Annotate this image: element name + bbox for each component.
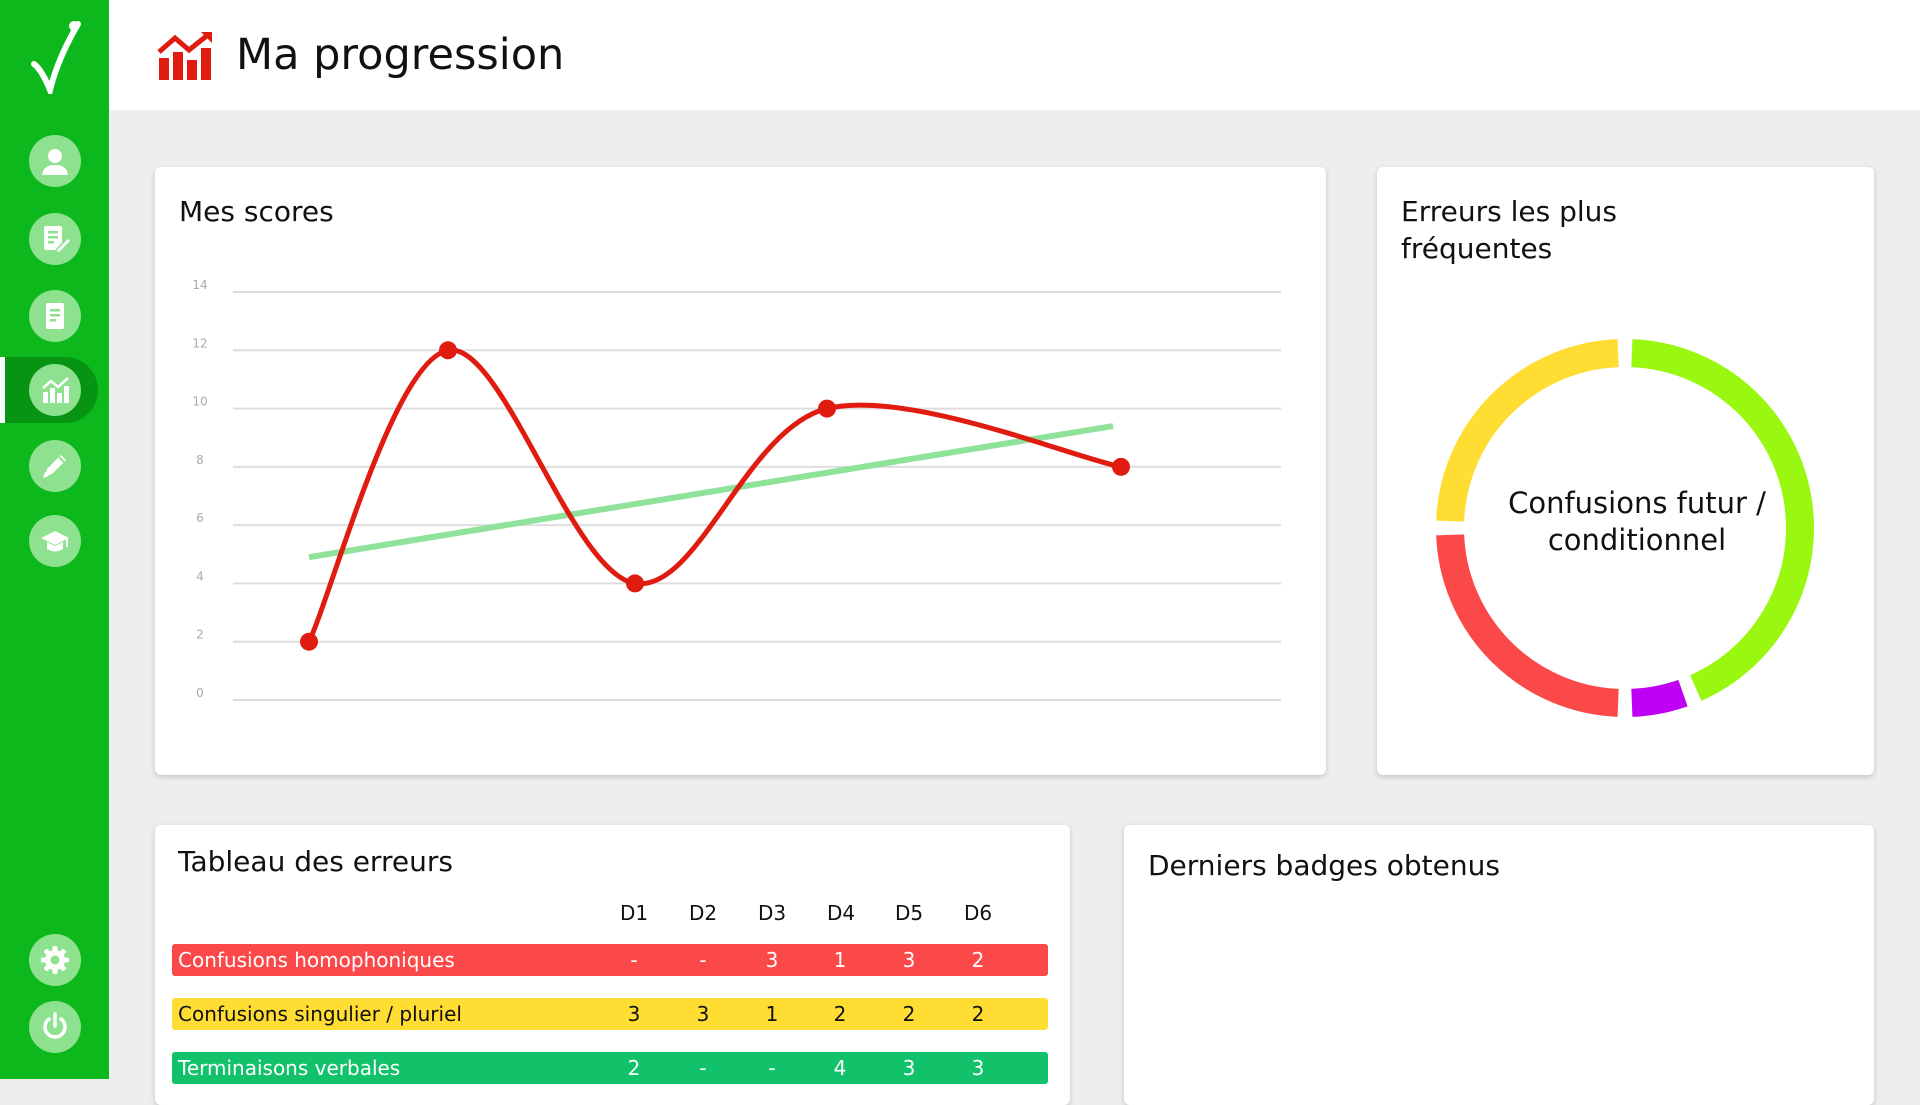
scores-line-chart: 0 2 4 6 8 10 12 14 [192,278,1281,701]
table-cell: 3 [765,948,779,972]
table-cell: 3 [971,1056,985,1080]
scores-card: Mes scores 0 2 4 6 8 10 12 14 [155,167,1326,775]
y-tick-label: 14 [192,278,207,292]
sidebar-item-settings[interactable] [29,934,81,986]
y-tick-label: 0 [196,686,204,700]
pencil-icon [43,455,66,478]
page-header: Ma progression [109,0,1920,110]
table-row: Confusions singulier / pluriel 3 3 1 2 2… [172,998,1048,1030]
table-cell: 2 [971,948,985,972]
column-header-d4: D4 [826,901,856,925]
document-icon [46,303,64,329]
table-cell: - [699,1056,707,1080]
gear-icon [41,946,69,974]
row-label: Confusions singulier / pluriel [178,1002,462,1026]
frequent-errors-donut-chart [1436,339,1814,717]
table-cell: 1 [765,1002,779,1026]
sidebar [0,0,109,1079]
table-cell: - [768,1056,776,1080]
sidebar-item-tools[interactable] [29,440,81,492]
column-header-d3: D3 [757,901,787,925]
table-cell: 3 [902,948,916,972]
row-label: Confusions homophoniques [178,948,455,972]
badges-card: Derniers badges obtenus [1124,825,1874,1105]
score-series-line [306,347,1122,643]
table-cell: 2 [627,1056,641,1080]
column-header-d5: D5 [894,901,924,925]
edit-document-icon [44,226,71,255]
column-header-d6: D6 [963,901,993,925]
badges-title: Derniers badges obtenus [1148,849,1500,882]
donut-slice [1630,679,1688,717]
table-cell: 3 [902,1056,916,1080]
progression-chart-icon [157,32,212,80]
table-cell: - [699,948,707,972]
table-row: Terminaisons verbales 2 - - 4 3 3 [172,1052,1048,1084]
trend-line [308,423,1114,561]
score-point [1112,457,1130,476]
graduation-cap-icon [41,531,69,552]
score-point [439,341,457,360]
sidebar-item-courses[interactable] [29,515,81,567]
error-table-header: D1 D2 D3 D4 D5 D6 [155,901,1070,931]
y-tick-label: 2 [196,628,204,642]
y-tick-label: 6 [196,511,204,525]
table-cell: 3 [627,1002,641,1026]
score-point [626,574,644,593]
table-cell: - [630,948,638,972]
donut-center-label: Confusions futur / conditionnel [1508,486,1766,557]
table-row: Confusions homophoniques - - 3 1 3 2 [172,944,1048,976]
sidebar-item-documents[interactable] [29,290,81,342]
table-cell: 2 [902,1002,916,1026]
donut-slice [1631,339,1814,701]
table-cell: 2 [833,1002,847,1026]
column-header-d2: D2 [688,901,718,925]
page-title: Ma progression [236,30,565,80]
table-cell: 2 [971,1002,985,1026]
frequent-errors-title: Erreurs les plus fréquentes [1401,195,1617,265]
sidebar-active-indicator [0,357,5,423]
chart-icon [42,377,69,403]
score-point [818,399,836,418]
sidebar-item-progression[interactable] [29,364,81,416]
error-table-card: Tableau des erreurs D1 D2 D3 D4 D5 D6 Co… [155,825,1070,1105]
y-tick-label: 8 [196,453,204,467]
y-tick-label: 4 [196,569,204,583]
user-icon [42,149,68,175]
table-cell: 4 [833,1056,847,1080]
app-logo [31,21,81,94]
sidebar-item-exercises[interactable] [29,213,81,265]
row-label: Terminaisons verbales [178,1056,401,1080]
frequent-errors-card: Erreurs les plus fréquentes Confusions f… [1377,167,1874,775]
scores-title: Mes scores [179,195,334,228]
table-cell: 3 [696,1002,710,1026]
donut-slice [1436,534,1619,717]
table-cell: 1 [833,948,847,972]
y-tick-label: 12 [192,336,207,350]
y-tick-label: 10 [192,395,207,409]
sidebar-item-logout[interactable] [29,1001,81,1053]
power-icon [43,1012,67,1039]
donut-slice [1436,339,1619,522]
sidebar-item-profile[interactable] [29,135,81,187]
score-point [300,632,318,651]
error-table-title: Tableau des erreurs [178,845,453,878]
column-header-d1: D1 [619,901,649,925]
